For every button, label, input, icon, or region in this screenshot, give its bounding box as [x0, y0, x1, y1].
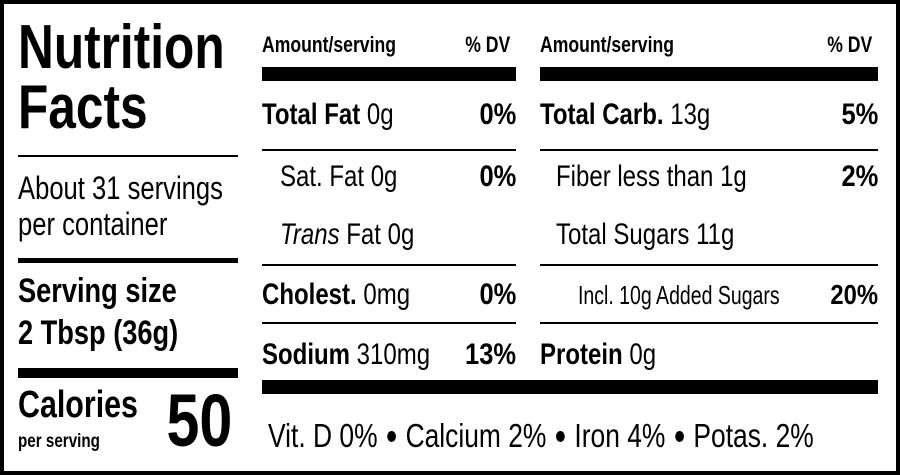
serving-size-label: Serving size [18, 272, 177, 310]
nutrient-row: Total Carb. 13g 5% [540, 98, 878, 132]
nutrient-name: Total Fat [262, 98, 361, 131]
bullet [556, 430, 565, 442]
amount-header: Amount/serving [540, 32, 674, 57]
rule [262, 322, 516, 324]
servings-line: About 31 servings [18, 170, 223, 206]
bullet [387, 430, 396, 442]
title-line: Facts [18, 73, 148, 142]
title-line: Nutrition [18, 13, 225, 82]
nutrient-name: Fiber less than [556, 160, 714, 193]
nutrient-name: Total Carb. [540, 98, 664, 131]
rule [18, 155, 238, 157]
rule [18, 258, 238, 263]
servings: About 31 servings per container [18, 170, 223, 242]
dv-header: % DV [465, 32, 510, 57]
nutrient-dv: 0% [479, 160, 516, 193]
nutrient-dv: 0% [479, 98, 516, 131]
calories-label: Calories [18, 384, 138, 426]
nutrient-row: Total Fat 0g 0% [262, 98, 516, 132]
nutrient-row: Sat. Fat 0g 0% [280, 160, 516, 194]
nutrient-name-italic: Trans [280, 218, 340, 251]
nutrient-amount: 13g [670, 98, 711, 131]
nutrient-amount: 0g [629, 338, 657, 371]
rule [540, 322, 878, 324]
nutrient-amount: 310mg [356, 338, 431, 371]
rule [540, 149, 878, 151]
rule [540, 264, 878, 266]
serving-size: 2 Tbsp (36g) [18, 314, 179, 352]
nutrient-row: Cholest. 0mg 0% [262, 278, 516, 312]
nutrient-amount: 11g [696, 218, 735, 251]
nutrient-row: Sodium 310mg 13% [262, 338, 516, 372]
nutrient-name: Total Sugars [556, 218, 690, 251]
nutrient-amount: 0g [370, 160, 398, 193]
nutrient-dv: 5% [841, 98, 878, 131]
rule [262, 67, 516, 81]
nutrient-name: Sodium [262, 338, 350, 371]
nutrient-name: Sat. Fat [280, 160, 365, 193]
rule [18, 368, 238, 378]
nutrient-dv: 2% [841, 160, 878, 193]
nutrient-dv: 20% [830, 279, 878, 310]
nutrient-row: Total Sugars 11g [556, 218, 878, 252]
nutrient-name: Fat [346, 218, 381, 251]
nutrient-name: Cholest. [262, 278, 357, 311]
nutrient-name: Incl. 10g Added Sugars [578, 280, 780, 310]
footer-item: Iron 4% [574, 417, 666, 454]
footer-item: Potas. 2% [693, 417, 814, 454]
nutrient-amount: 0g [387, 218, 415, 251]
nutrient-row: Trans Fat 0g [280, 218, 516, 252]
nutrient-row: Incl. 10g Added Sugars 20% [578, 278, 878, 312]
footer-item: Calcium 2% [405, 417, 547, 454]
footer: Vit. D 0% Calcium 2% Iron 4% Potas. 2% [268, 418, 814, 454]
bullet [675, 430, 684, 442]
nutrient-dv: 13% [464, 338, 516, 371]
rule [262, 380, 878, 394]
servings-line: per container [18, 206, 168, 242]
amount-header: Amount/serving [262, 32, 396, 57]
nutrient-amount: 1g [720, 160, 747, 193]
title: Nutrition Facts [18, 13, 225, 142]
rule [262, 149, 516, 151]
nutrient-row: Fiber less than 1g 2% [556, 160, 878, 194]
rule [262, 264, 516, 266]
footer-item: Vit. D 0% [268, 417, 378, 454]
dv-header: % DV [827, 32, 872, 57]
nutrient-amount: 0g [366, 98, 394, 131]
calories-value: 50 [166, 379, 232, 462]
rule [540, 67, 878, 81]
nutrient-row: Protein 0g [540, 338, 878, 372]
nutrient-name: Protein [540, 338, 623, 371]
nutrient-dv: 0% [479, 278, 516, 311]
calories-note: per serving [18, 431, 100, 452]
nutrient-amount: 0mg [363, 278, 411, 311]
